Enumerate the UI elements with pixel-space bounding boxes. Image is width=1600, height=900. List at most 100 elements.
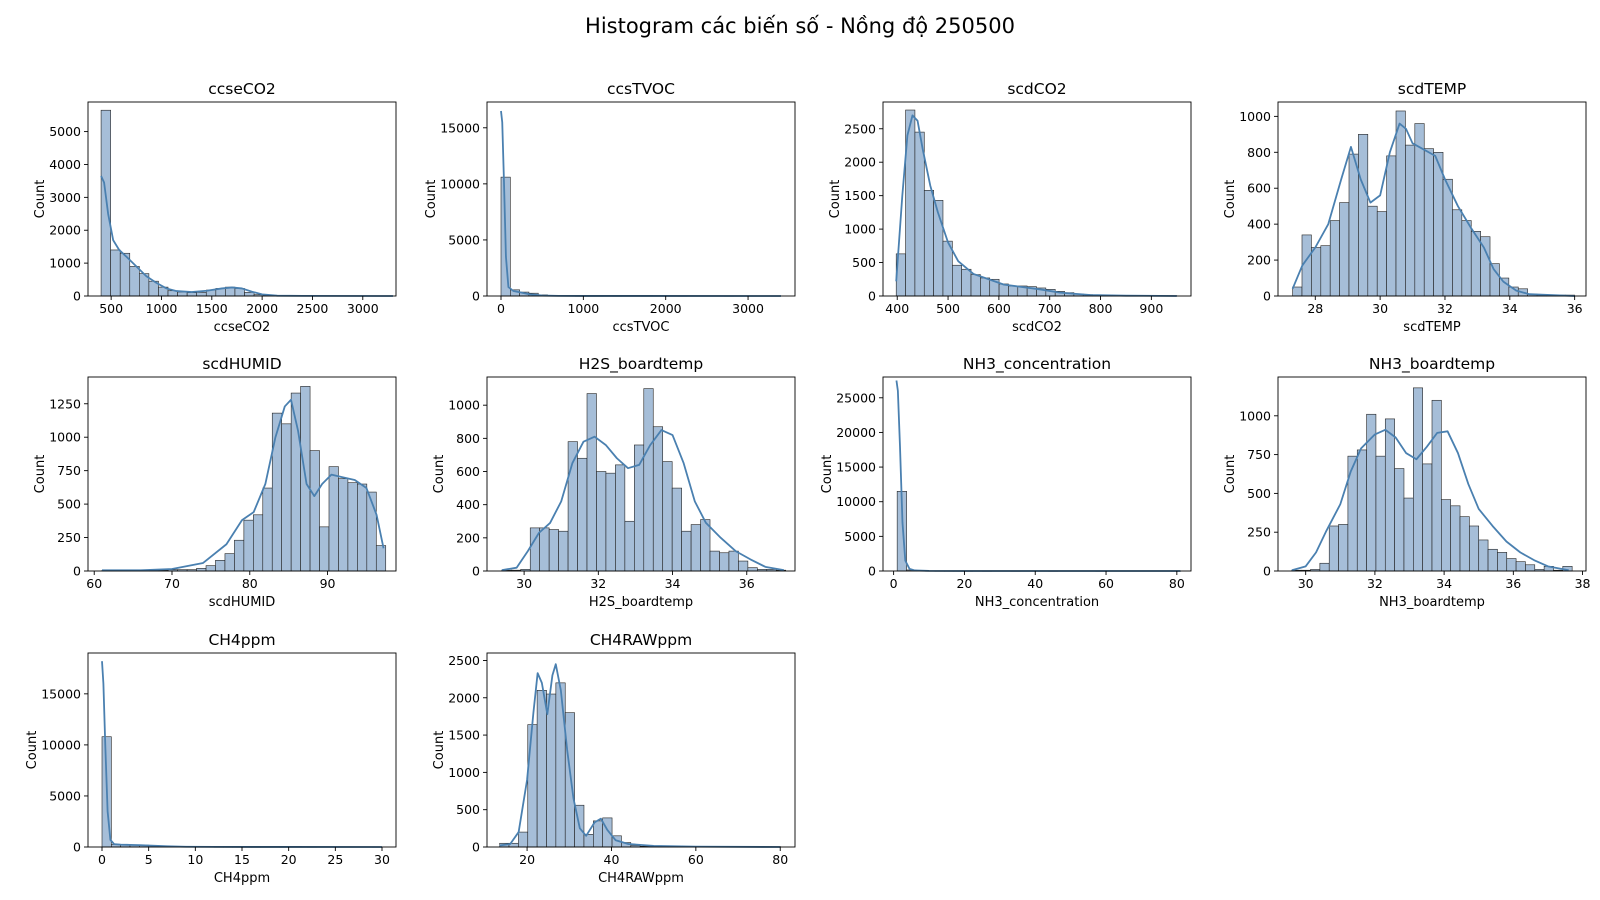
- y-tick-label: 15000: [836, 460, 876, 475]
- x-tick-label: 36: [1567, 301, 1583, 316]
- y-tick-label: 5000: [49, 788, 81, 803]
- y-tick-label: 250: [57, 530, 81, 545]
- axes-frame: [486, 101, 796, 297]
- bar: [527, 724, 538, 848]
- bar: [338, 478, 349, 572]
- y-tick-label: 1000: [49, 430, 81, 445]
- kde-line: [500, 110, 782, 297]
- subplot-scdHUMID: 60 70 80 90 0 250 500 750 1000 1250 scdHUMID scdHUM…: [33, 355, 397, 610]
- y-tick-label: 1000: [448, 398, 480, 413]
- y-tick-label: 2500: [844, 121, 876, 136]
- x-tick-label: 2000: [650, 301, 682, 316]
- bar: [1450, 505, 1461, 572]
- bar: [129, 266, 140, 297]
- x-axis-label: CH4ppm: [214, 871, 270, 886]
- bars: [100, 109, 389, 297]
- bar: [1497, 552, 1508, 572]
- x-tick-label: 20: [956, 576, 972, 591]
- axes-frame: [882, 376, 1192, 572]
- y-tick-label: 25000: [836, 390, 876, 405]
- bar: [586, 393, 597, 572]
- x-tick-label: 1000: [567, 301, 599, 316]
- x-axis-label: NH3_boardtemp: [1379, 595, 1485, 610]
- bar: [262, 487, 273, 572]
- bar: [319, 526, 330, 572]
- x-axis-label: CH4RAWppm: [598, 871, 684, 886]
- subplot-title: ccseCO2: [208, 80, 276, 98]
- bar: [1356, 449, 1367, 572]
- bar: [1329, 220, 1340, 297]
- bars: [896, 491, 1182, 572]
- y-tick-label: 2000: [49, 223, 81, 238]
- x-tick-label: 40: [1027, 576, 1043, 591]
- bar: [357, 483, 368, 572]
- y-tick-label: 10000: [41, 737, 81, 752]
- bar: [1452, 209, 1463, 297]
- bar: [596, 471, 607, 572]
- y-tick-label: 5000: [448, 232, 480, 247]
- subplot-NH3_boardtemp: 30 32 34 36 38 0 250 500 750 1000 NH3_boardtemp NH3…: [1223, 355, 1591, 610]
- bar: [271, 412, 282, 572]
- bar: [215, 559, 226, 572]
- bar: [602, 817, 613, 848]
- bar: [205, 565, 216, 572]
- x-tick-label: 36: [739, 576, 755, 591]
- bar: [1413, 387, 1423, 572]
- bars: [101, 386, 387, 572]
- y-tick-label: 0: [1263, 289, 1271, 304]
- y-tick-label: 500: [57, 497, 81, 512]
- kde-line: [1291, 122, 1575, 297]
- bar: [1395, 110, 1406, 297]
- x-tick-label: 1000: [146, 301, 178, 316]
- kde-line: [895, 380, 1181, 572]
- axes-frame: [87, 101, 397, 297]
- x-axis-label: ccsTVOC: [613, 320, 670, 335]
- x-tick-label: 32: [1367, 576, 1383, 591]
- bar: [1489, 263, 1500, 297]
- x-tick-label: 32: [1437, 301, 1453, 316]
- x-tick-label: 80: [1169, 576, 1185, 591]
- subplot-title: CH4RAWppm: [590, 631, 692, 649]
- y-tick-label: 250: [1247, 525, 1271, 540]
- y-tick-label: 4000: [49, 157, 81, 172]
- x-axis-label: scdTEMP: [1403, 320, 1461, 335]
- bar: [1499, 277, 1510, 297]
- y-tick-label: 0: [472, 564, 480, 579]
- y-tick-label: 1500: [448, 728, 480, 743]
- x-tick-label: 80: [242, 576, 258, 591]
- bar: [243, 519, 254, 572]
- kde-line: [501, 429, 785, 572]
- y-tick-label: 750: [57, 463, 81, 478]
- axes-frame: [1277, 101, 1587, 297]
- kde-line: [895, 114, 1177, 297]
- y-tick-label: 600: [1247, 181, 1271, 196]
- bar: [1339, 202, 1350, 297]
- y-tick-label: 800: [456, 431, 480, 446]
- bar: [1319, 562, 1330, 572]
- x-tick-label: 36: [1505, 576, 1521, 591]
- subplot-title: NH3_concentration: [963, 355, 1111, 374]
- subplot-NH3_concentration: 0 20 40 60 80 0 5000 10000 15000 20000 25000 NH3_co…: [820, 355, 1192, 610]
- bar: [1433, 152, 1444, 297]
- x-tick-label: 90: [320, 576, 336, 591]
- x-tick-label: 600: [987, 301, 1011, 316]
- x-tick-label: 30: [1298, 576, 1314, 591]
- kde-line: [102, 398, 385, 572]
- x-tick-label: 30: [374, 852, 390, 867]
- x-tick-label: 15: [234, 852, 250, 867]
- bar: [1348, 153, 1359, 297]
- bar: [564, 712, 575, 848]
- figure-title: Histogram các biến số - Nồng độ 250500: [585, 14, 1015, 38]
- x-axis-label: H2S_boardtemp: [589, 595, 693, 610]
- axes-frame: [486, 376, 796, 572]
- bar: [244, 292, 255, 297]
- y-tick-label: 0: [868, 289, 876, 304]
- bar: [615, 464, 626, 572]
- kde-line: [1291, 428, 1569, 572]
- y-tick-label: 10000: [836, 494, 876, 509]
- y-tick-label: 1000: [844, 222, 876, 237]
- bar: [1431, 399, 1442, 572]
- subplot-CH4RAWppm: 20 40 60 80 0 500 1000 1500 2000 2500 CH4RAWppm CH4…: [432, 631, 796, 886]
- bar: [309, 450, 320, 572]
- x-tick-label: 3000: [347, 301, 379, 316]
